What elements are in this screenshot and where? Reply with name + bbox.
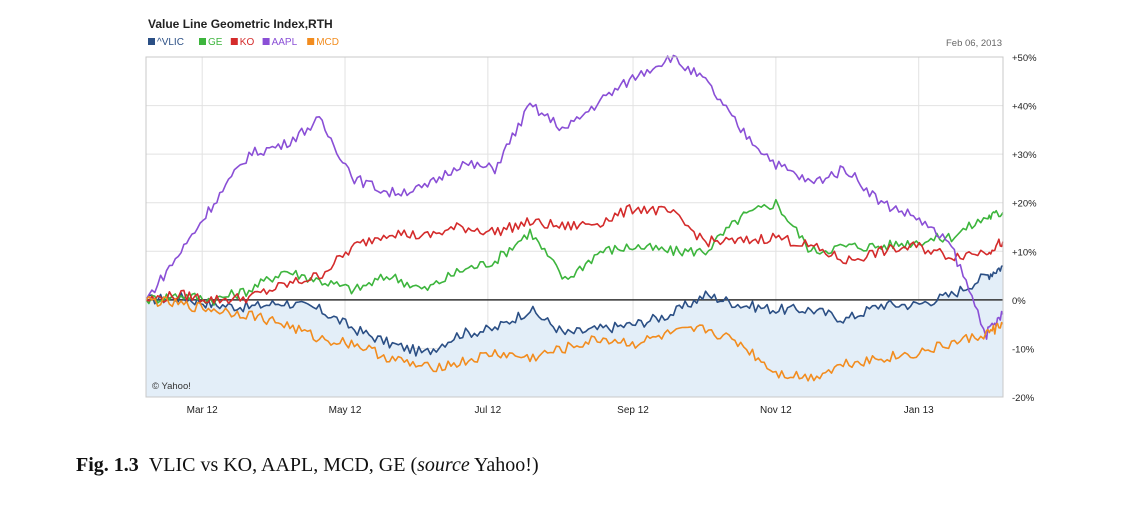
legend-swatch (148, 38, 155, 45)
x-axis: Mar 12 May 12 Jul 12 Sep 12 Nov 12 Jan 13 (187, 405, 935, 416)
y-tick-label: +20% (1012, 199, 1037, 210)
x-tick-label: Jan 13 (904, 405, 934, 416)
y-tick-label: +50% (1012, 53, 1037, 64)
legend: ^VLIC GE KO AAPL MCD (148, 37, 339, 48)
y-tick-label: -10% (1012, 344, 1035, 355)
chart-date: Feb 06, 2013 (946, 38, 1002, 49)
series-line-aapl (145, 54, 1004, 340)
legend-swatch (230, 38, 238, 45)
y-tick-label: +30% (1012, 150, 1037, 161)
legend-entry: KO (240, 37, 255, 48)
x-tick-label: May 12 (329, 405, 362, 416)
series-line-ge (145, 198, 1004, 306)
legend-swatch (199, 38, 206, 45)
figure-label: Fig. 1.3 (76, 454, 139, 476)
caption-source-word: source (417, 454, 470, 476)
legend-swatch (262, 38, 270, 45)
plot-frame (145, 56, 1004, 398)
figure-caption: Fig. 1.3 VLIC vs KO, AAPL, MCD, GE (sour… (76, 454, 539, 477)
vlic-area-fill (146, 265, 1003, 397)
y-axis: +50% +40% +30% +20% +10% 0% -10% -20% (1012, 53, 1037, 404)
legend-entry: GE (208, 37, 223, 48)
yahoo-watermark: © Yahoo! (152, 381, 191, 392)
legend-entry: ^VLIC (157, 37, 184, 48)
y-tick-label: +40% (1012, 102, 1037, 113)
x-tick-label: Jul 12 (475, 405, 502, 416)
x-tick-label: Sep 12 (617, 405, 649, 416)
legend-swatch (307, 38, 315, 45)
series-line-mcd (145, 295, 1004, 382)
x-tick-label: Mar 12 (187, 405, 219, 416)
y-tick-label: -20% (1012, 393, 1035, 404)
y-tick-label: 0% (1012, 296, 1026, 307)
series-line-vlic (145, 265, 1004, 357)
chart-title: Value Line Geometric Index,RTH (148, 17, 333, 31)
series-line-ko (145, 204, 1004, 304)
chart: Value Line Geometric Index,RTH ^VLIC GE KO… (145, 17, 1037, 416)
caption-text: VLIC vs KO, AAPL, MCD, GE ( (148, 454, 418, 476)
y-tick-label: +10% (1012, 247, 1037, 258)
legend-entry: AAPL (272, 37, 298, 48)
x-tick-label: Nov 12 (760, 405, 792, 416)
series-lines (145, 54, 1004, 382)
legend-entry: MCD (316, 37, 339, 48)
caption-text-end: Yahoo!) (469, 454, 539, 476)
